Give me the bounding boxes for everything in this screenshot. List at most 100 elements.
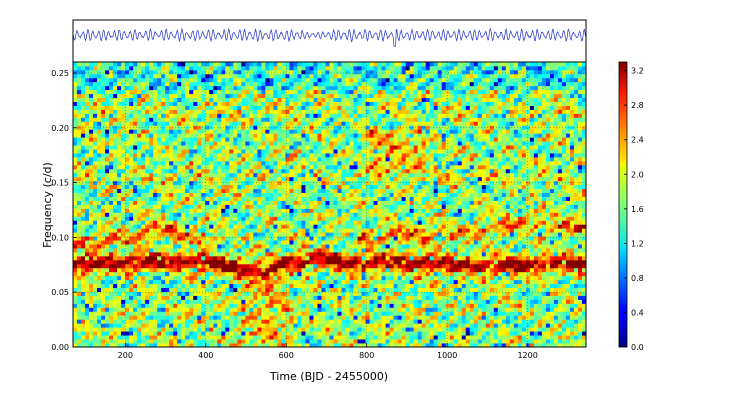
heatmap-cell xyxy=(89,89,94,95)
heatmap-cell xyxy=(109,180,114,186)
heatmap-cell xyxy=(225,145,230,150)
heatmap-cell xyxy=(197,125,202,130)
heatmap-cell xyxy=(145,252,150,257)
heatmap-cell xyxy=(281,236,286,241)
heatmap-cell xyxy=(317,65,322,71)
heatmap-cell xyxy=(209,255,214,261)
heatmap-cell xyxy=(93,248,98,253)
heatmap-cell xyxy=(249,343,254,347)
heatmap-cell xyxy=(257,236,262,241)
heatmap-cell xyxy=(213,141,218,146)
heatmap-cell xyxy=(249,137,254,142)
heatmap-cell xyxy=(221,117,226,122)
heatmap-cell xyxy=(93,180,98,186)
heatmap-cell xyxy=(325,216,330,221)
heatmap-cell xyxy=(177,105,182,110)
heatmap-cell xyxy=(93,101,98,106)
heatmap-cell xyxy=(165,188,170,194)
heatmap-cell xyxy=(269,252,274,257)
heatmap-cell xyxy=(233,69,238,75)
heatmap-cell xyxy=(81,117,86,122)
heatmap-cell xyxy=(301,279,306,285)
heatmap-cell xyxy=(117,252,122,257)
heatmap-cell xyxy=(277,125,282,130)
heatmap-cell xyxy=(145,236,150,241)
heatmap-cell xyxy=(109,275,114,281)
heatmap-cell xyxy=(177,319,182,324)
heatmap-cell xyxy=(321,303,326,308)
heatmap-cell xyxy=(157,109,162,114)
heatmap-cell xyxy=(173,228,178,233)
heatmap-cell xyxy=(253,252,258,257)
heatmap-cell xyxy=(253,69,258,75)
heatmap-cell xyxy=(109,291,114,296)
heatmap-cell xyxy=(317,220,322,225)
heatmap-cell xyxy=(197,208,202,213)
heatmap-cell xyxy=(329,212,334,217)
heatmap-cell xyxy=(93,73,98,79)
heatmap-cell xyxy=(141,89,146,95)
heatmap-cell xyxy=(309,331,314,336)
heatmap-cell xyxy=(197,216,202,221)
heatmap-cell xyxy=(281,271,286,277)
heatmap-cell xyxy=(209,216,214,221)
heatmap-cell xyxy=(157,275,162,281)
heatmap-cell xyxy=(165,97,170,102)
heatmap-cell xyxy=(205,307,210,312)
heatmap-cell xyxy=(257,133,262,138)
heatmap-cell xyxy=(169,180,174,186)
heatmap-cell xyxy=(317,200,322,205)
heatmap-cell xyxy=(73,339,78,344)
heatmap-cell xyxy=(89,133,94,138)
heatmap-cell xyxy=(321,287,326,292)
heatmap-cell xyxy=(233,331,238,336)
heatmap-cell xyxy=(285,172,290,178)
heatmap-cell xyxy=(341,62,346,67)
heatmap-cell xyxy=(229,192,234,197)
heatmap-cell xyxy=(153,271,158,277)
heatmap-cell xyxy=(337,255,342,261)
heatmap-cell xyxy=(257,164,262,170)
heatmap-cell xyxy=(125,196,130,201)
heatmap-cell xyxy=(265,97,270,102)
heatmap-cell xyxy=(309,275,314,281)
heatmap-cell xyxy=(141,129,146,134)
heatmap-cell xyxy=(213,65,218,71)
heatmap-cell xyxy=(301,228,306,233)
heatmap-cell xyxy=(293,323,298,328)
heatmap-cell xyxy=(197,200,202,205)
heatmap-cell xyxy=(277,160,282,166)
heatmap-cell xyxy=(281,137,286,142)
heatmap-cell xyxy=(273,327,278,332)
heatmap-cell xyxy=(185,224,190,229)
heatmap-cell xyxy=(277,141,282,146)
heatmap-cell xyxy=(109,204,114,209)
heatmap-cell xyxy=(337,311,342,316)
heatmap-cell xyxy=(249,279,254,285)
heatmap-cell xyxy=(77,97,82,102)
heatmap-cell xyxy=(177,93,182,99)
heatmap-cell xyxy=(101,145,106,150)
heatmap-cell xyxy=(117,248,122,253)
heatmap-cell xyxy=(341,343,346,347)
heatmap-cell xyxy=(289,244,294,249)
heatmap-cell xyxy=(269,327,274,332)
heatmap-cell xyxy=(293,129,298,134)
heatmap-cell xyxy=(161,208,166,213)
heatmap-cell xyxy=(121,267,126,273)
heatmap-cell xyxy=(229,232,234,237)
heatmap-cell xyxy=(81,295,86,300)
heatmap-cell xyxy=(345,153,350,158)
heatmap-cell xyxy=(273,157,278,162)
heatmap-cell xyxy=(213,275,218,281)
heatmap-cell xyxy=(333,236,338,241)
heatmap-cell xyxy=(197,129,202,134)
heatmap-cell xyxy=(133,141,138,146)
heatmap-cell xyxy=(177,192,182,197)
heatmap-cell xyxy=(97,208,102,213)
heatmap-cell xyxy=(277,252,282,257)
heatmap-cell xyxy=(193,141,198,146)
heatmap-cell xyxy=(253,204,258,209)
heatmap-cell xyxy=(225,263,230,269)
heatmap-cell xyxy=(265,105,270,110)
